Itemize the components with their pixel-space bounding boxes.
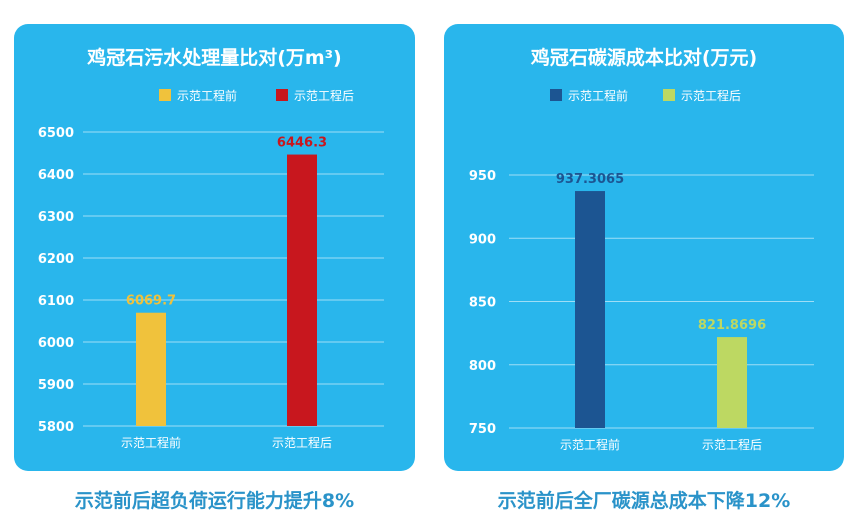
caption-left: 示范前后超负荷运行能力提升8% [74, 490, 355, 512]
caption-right: 示范前后全厂碳源总成本下降12% [497, 490, 791, 512]
y-tick-label: 6200 [38, 252, 74, 267]
chart-panel-left: 鸡冠石污水处理量比对(万m³) 示范工程前 示范工程后 5800 5900 6000 610… [14, 24, 415, 471]
legend-label: 示范工程后 [681, 88, 741, 103]
bar [717, 337, 747, 428]
y-tick-label: 800 [469, 359, 496, 374]
x-tick-label: 示范工程前 [121, 435, 181, 450]
bar [287, 154, 317, 426]
data-label: 937.3065 [556, 172, 624, 187]
legend-label: 示范工程前 [177, 88, 237, 103]
y-tick-label: 750 [469, 422, 496, 437]
chart-left: 鸡冠石污水处理量比对(万m³)示范工程前 示范工程后580059006000610… [38, 46, 384, 450]
y-tick-label: 6000 [38, 336, 74, 351]
x-tick-label: 示范工程后 [702, 437, 762, 452]
y-tick-label: 900 [469, 232, 496, 247]
y-tick-label: 950 [469, 169, 496, 184]
legend-swatch [276, 89, 288, 101]
bar [575, 191, 605, 428]
chart-title: 鸡冠石碳源成本比对(万元) [530, 46, 757, 69]
data-label: 821.8696 [698, 318, 766, 333]
y-tick-label: 6100 [38, 294, 74, 309]
legend-swatch [663, 89, 675, 101]
chart-title: 鸡冠石污水处理量比对(万m³) [86, 46, 342, 69]
x-tick-label: 示范工程前 [560, 437, 620, 452]
data-label: 6069.7 [126, 294, 176, 309]
y-tick-label: 850 [469, 296, 496, 311]
legend-swatch [550, 89, 562, 101]
y-tick-label: 5900 [38, 378, 74, 393]
y-tick-label: 6500 [38, 126, 74, 141]
legend-swatch [159, 89, 171, 101]
y-tick-label: 5800 [38, 420, 74, 435]
data-label: 6446.3 [277, 136, 327, 151]
chart-panel-right: 鸡冠石碳源成本比对(万元) 示范工程前 示范工程后 750 800 850 900 950 93… [444, 24, 844, 471]
bar [136, 312, 166, 426]
legend-label: 示范工程前 [568, 88, 628, 103]
y-tick-label: 6300 [38, 210, 74, 225]
y-tick-label: 6400 [38, 168, 74, 183]
legend-label: 示范工程后 [294, 88, 354, 103]
x-tick-label: 示范工程后 [272, 435, 332, 450]
